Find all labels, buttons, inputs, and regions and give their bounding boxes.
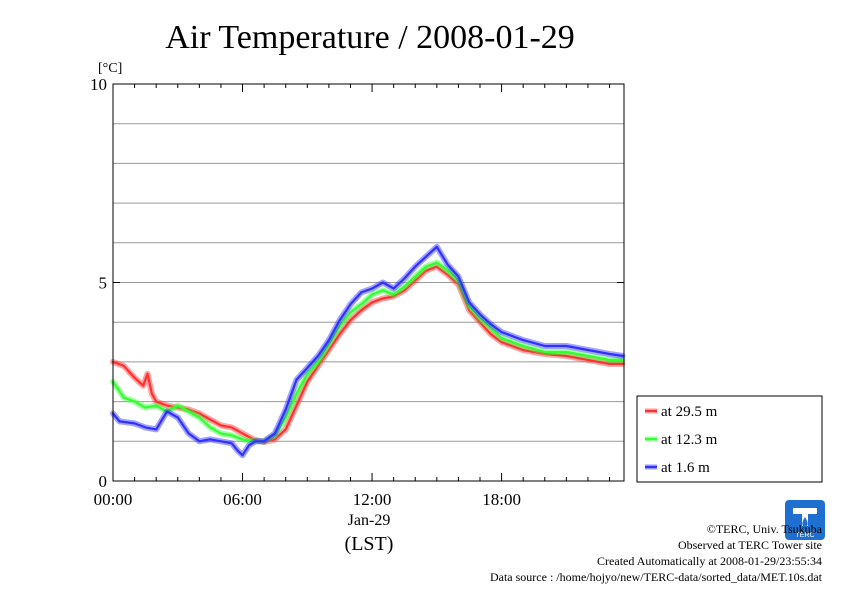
y-tick-label: 10 [90,75,107,94]
legend-label: at 1.6 m [661,460,710,476]
series-layer [110,243,626,459]
legend-label: at 12.3 m [661,432,718,448]
x-tick-label: 00:00 [94,490,133,509]
x-tick-label: 06:00 [223,490,262,509]
legend: at 29.5 m at 12.3 m at 1.6 m [636,395,823,483]
x-tick-label: 18:00 [482,490,521,509]
legend-label: at 29.5 m [661,404,718,420]
series-line [111,265,624,444]
y-tick-label: 0 [99,472,108,491]
created-text: Created Automatically at 2008-01-29/23:5… [597,554,822,568]
x-axis-ticks: 00:00 06:00 12:00 18:00 [94,84,611,509]
source-text: Data source : /home/hojyo/new/TERC-data/… [489,570,822,584]
credits-block: ©TERC, Univ. Tsukuba Observed at TERC To… [490,521,822,585]
series-line [111,245,624,457]
grid-lines [113,123,624,442]
x-tick-label: 12:00 [353,490,392,509]
y-tick-label: 5 [99,274,108,293]
x-axis-zone-label: (LST) [345,533,394,555]
legend-box [636,395,823,483]
y-axis-ticks: 0 5 10 [90,75,624,491]
y-axis-label: [°C] [98,61,122,76]
x-axis-date-label: Jan-29 [348,512,391,529]
logo-text: TERC [795,532,814,539]
copyright-text: ©TERC, Univ. Tsukuba [706,522,822,536]
observed-text: Observed at TERC Tower site [677,538,822,552]
chart-title: Air Temperature / 2008-01-29 [165,19,575,56]
series-line [111,261,624,443]
terc-logo-icon: TERC [785,500,825,540]
